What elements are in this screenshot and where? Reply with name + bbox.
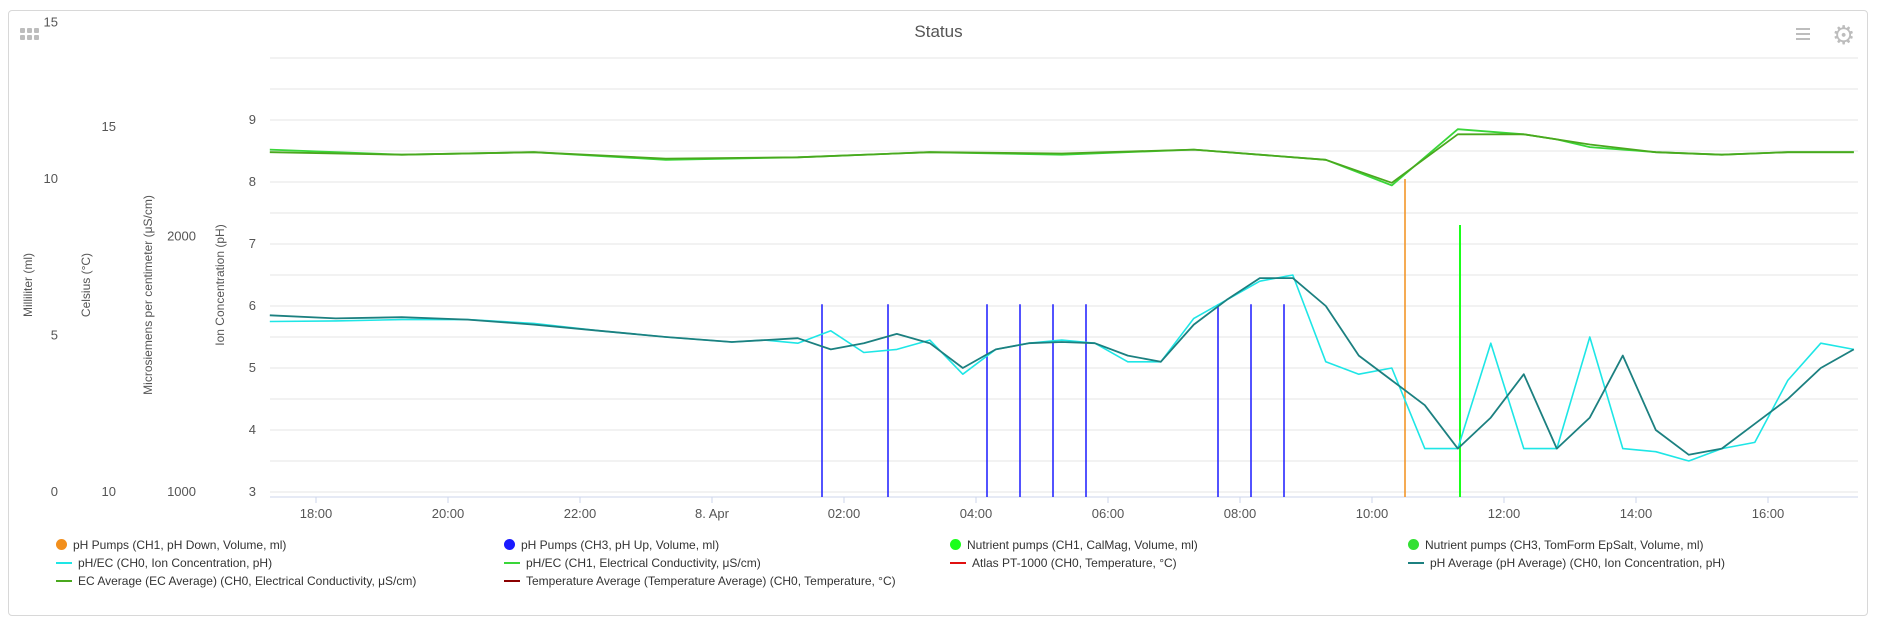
legend-label: pH/EC (CH0, Ion Concentration, pH)	[78, 556, 273, 570]
x-tick-label: 18:00	[300, 506, 333, 521]
legend-item[interactable]: pH Pumps (CH1, pH Down, Volume, ml)	[56, 538, 286, 552]
y-tick-label: 4	[249, 422, 256, 437]
status-panel	[8, 10, 1868, 616]
legend-dot-icon	[56, 539, 67, 550]
legend-label: pH Average (pH Average) (CH0, Ion Concen…	[1430, 556, 1726, 570]
legend-item[interactable]: Nutrient pumps (CH3, TomForm EpSalt, Vol…	[1408, 538, 1704, 552]
y-tick-label: 7	[249, 236, 256, 251]
legend-label: Nutrient pumps (CH1, CalMag, Volume, ml)	[967, 538, 1198, 552]
legend-item[interactable]: Atlas PT-1000 (CH0, Temperature, °C)	[950, 556, 1177, 570]
x-tick-label: 20:00	[432, 506, 465, 521]
legend-item[interactable]: pH Pumps (CH3, pH Up, Volume, ml)	[504, 538, 719, 552]
y-tick-label: 8	[249, 174, 256, 189]
x-tick-label: 16:00	[1752, 506, 1785, 521]
legend-line-icon	[504, 562, 520, 564]
legend-item[interactable]: pH Average (pH Average) (CH0, Ion Concen…	[1408, 556, 1725, 570]
x-tick-label: 06:00	[1092, 506, 1125, 521]
page-title: Status	[914, 22, 963, 41]
legend-line-icon	[56, 580, 72, 582]
legend-item[interactable]: EC Average (EC Average) (CH0, Electrical…	[56, 574, 416, 588]
grid-dots-icon[interactable]	[20, 28, 42, 42]
y-tick-label: 5	[249, 360, 256, 375]
legend-label: pH Pumps (CH1, pH Down, Volume, ml)	[73, 538, 287, 552]
legend-label: Atlas PT-1000 (CH0, Temperature, °C)	[972, 556, 1177, 570]
y-tick-label: 15	[44, 15, 58, 30]
chart: 18:00 20:00 22:00 8. Apr 02:00 04:00 06:00 08:0…	[21, 15, 1858, 521]
x-tick-label: 8. Apr	[695, 506, 730, 521]
y-axis-label: Celsius (°C)	[79, 253, 93, 317]
legend-dot-icon	[1408, 539, 1419, 550]
ec-ch1-line	[269, 128, 1854, 187]
legend-label: EC Average (EC Average) (CH0, Electrical…	[78, 574, 417, 588]
y-tick-label: 3	[249, 484, 256, 499]
legend-line-icon	[1408, 562, 1424, 564]
y-axis-label: Milliliter (ml)	[21, 253, 35, 317]
legend-item[interactable]: pH/EC (CH0, Ion Concentration, pH)	[56, 556, 272, 570]
y-tick-label: 2000	[167, 229, 196, 244]
y-tick-label: 1000	[167, 484, 196, 499]
hamburger-menu-icon[interactable]	[1796, 28, 1810, 40]
x-tick-label: 02:00	[828, 506, 861, 521]
y-tick-label: 5	[51, 328, 58, 343]
legend-dot-icon	[950, 539, 961, 550]
gear-icon[interactable]: ⚙	[1832, 20, 1856, 50]
y-tick-label: 15	[102, 119, 116, 134]
y-tick-label: 0	[51, 484, 58, 499]
x-tick-label: 08:00	[1224, 506, 1257, 521]
y-tick-label: 10	[102, 484, 116, 499]
legend-line-icon	[56, 562, 72, 564]
x-tick-label: 04:00	[960, 506, 993, 521]
y-tick-label: 6	[249, 298, 256, 313]
legend-label: Temperature Average (Temperature Average…	[526, 574, 896, 588]
ec-average-line	[269, 133, 1854, 184]
legend-dot-icon	[504, 539, 515, 550]
legend-line-icon	[950, 562, 966, 564]
legend-line-icon	[504, 580, 520, 582]
y-tick-label: 10	[44, 171, 58, 186]
legend-label: Nutrient pumps (CH3, TomForm EpSalt, Vol…	[1425, 538, 1704, 552]
legend-item[interactable]: pH/EC (CH1, Electrical Conductivity, μS/…	[504, 556, 761, 570]
x-tick-label: 12:00	[1488, 506, 1521, 521]
legend-item[interactable]: Nutrient pumps (CH1, CalMag, Volume, ml)	[950, 538, 1198, 552]
legend-label: pH Pumps (CH3, pH Up, Volume, ml)	[521, 538, 720, 552]
legend-label: pH/EC (CH1, Electrical Conductivity, μS/…	[526, 556, 761, 570]
y-axis-label: Ion Concentration (pH)	[213, 224, 227, 345]
x-tick-label: 14:00	[1620, 506, 1653, 521]
x-tick-label: 10:00	[1356, 506, 1389, 521]
legend-item[interactable]: Temperature Average (Temperature Average…	[504, 574, 896, 588]
y-axis-label: Microsiemens per centimeter (μS/cm)	[141, 195, 155, 395]
ph-average-line	[269, 277, 1855, 456]
y-tick-label: 9	[249, 112, 256, 127]
x-tick-label: 22:00	[564, 506, 597, 521]
